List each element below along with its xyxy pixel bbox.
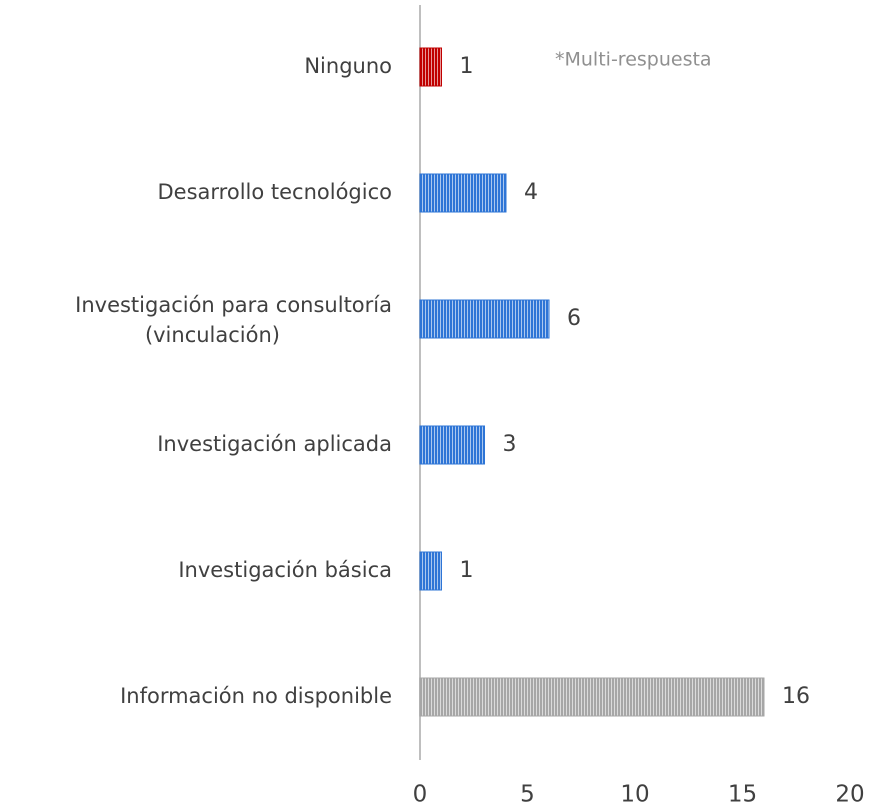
y-tick-label: Investigación para consultoría (vinculaci…: [75, 293, 392, 347]
y-tick-label: Ninguno: [304, 54, 392, 78]
x-tick-label: 20: [835, 782, 864, 808]
bar: [419, 47, 442, 87]
y-tick-label: Información no disponible: [120, 684, 392, 708]
data-label: 16: [782, 684, 810, 709]
x-tick-label: 0: [413, 782, 428, 808]
bar: [419, 425, 485, 465]
bar: [419, 299, 550, 339]
x-tick-label: 15: [728, 782, 757, 808]
data-label: 6: [567, 306, 581, 331]
x-tick-label: 10: [620, 782, 649, 808]
bar: [419, 677, 765, 717]
data-label: 3: [503, 432, 517, 457]
y-tick-label: Desarrollo tecnológico: [158, 180, 392, 204]
data-label: 4: [524, 180, 538, 205]
data-label: 1: [460, 54, 474, 79]
bar: [419, 173, 507, 213]
y-tick-label: Investigación básica: [178, 558, 392, 582]
data-label: 1: [460, 558, 474, 583]
annotation: *Multi-respuesta: [555, 49, 712, 71]
bar: [419, 551, 442, 591]
y-tick-label: Investigación aplicada: [157, 432, 392, 456]
x-tick-label: 5: [520, 782, 535, 808]
